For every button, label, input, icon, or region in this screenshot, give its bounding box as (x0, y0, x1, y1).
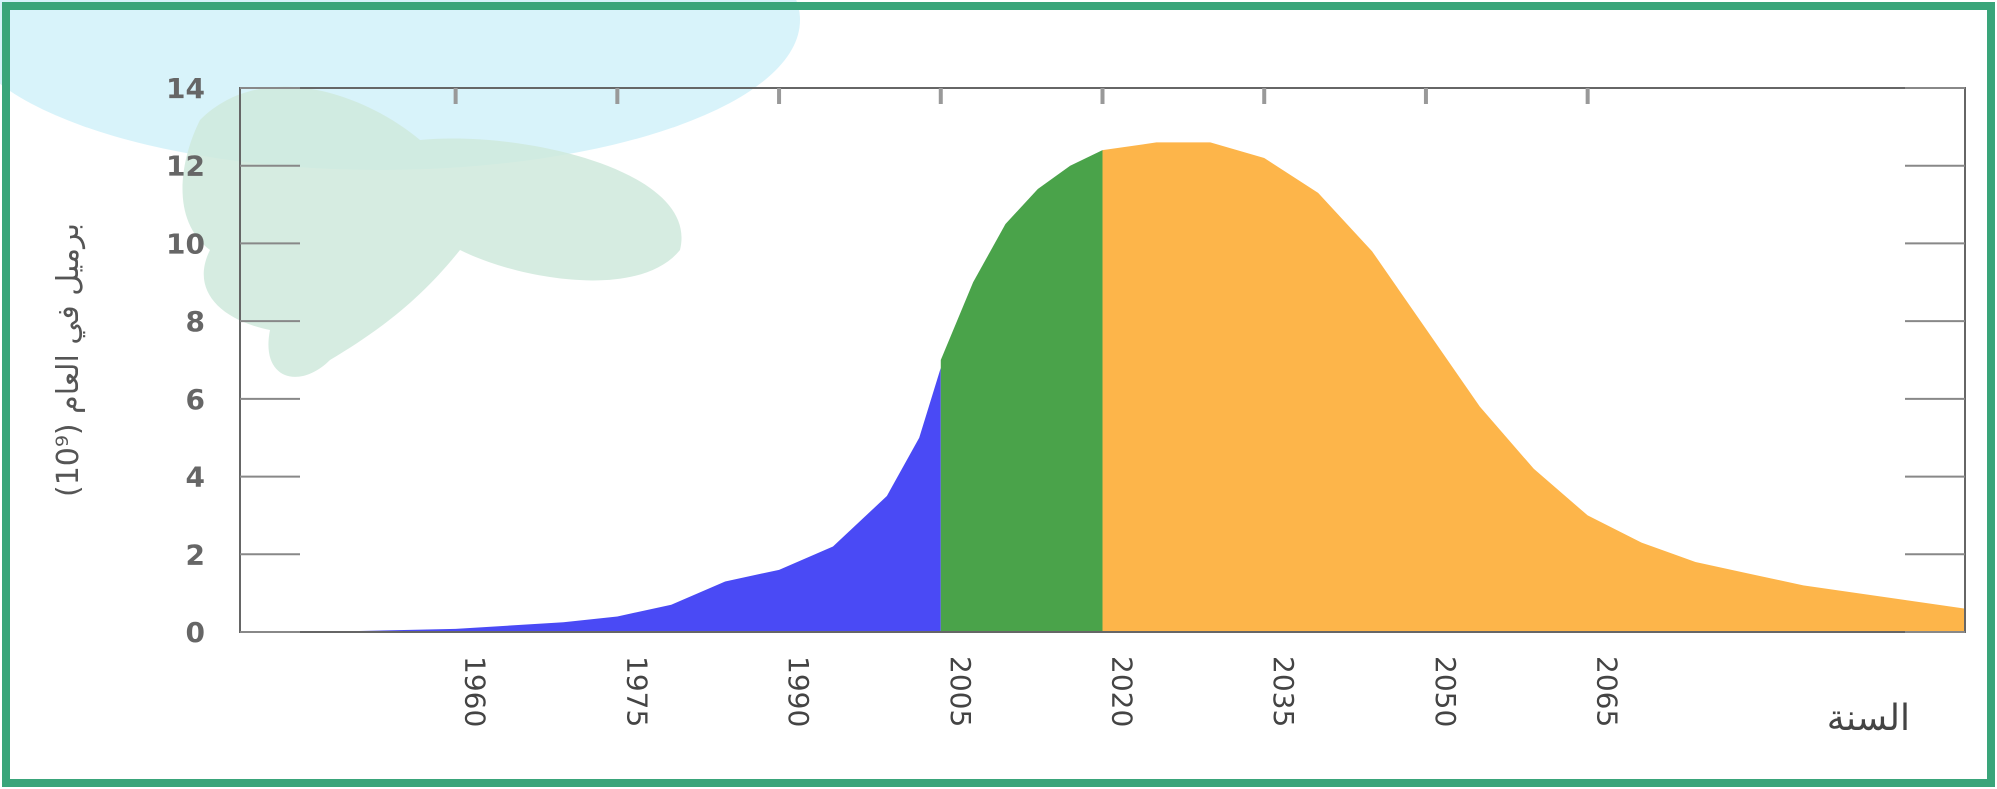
y-tick-label: 6 (186, 383, 205, 416)
decor-leaf (182, 86, 682, 377)
y-axis-label: برميل في العام (10⁹) (51, 223, 86, 497)
x-axis-label: السنة (1827, 698, 1910, 739)
x-tick-label: 2065 (1591, 656, 1624, 727)
plot-area (240, 142, 1965, 632)
x-tick-label: 1960 (459, 656, 492, 727)
x-tick-label: 2050 (1429, 656, 1462, 727)
y-tick-label: 4 (186, 461, 205, 494)
x-tick-label: 2005 (944, 656, 977, 727)
y-tick-label: 12 (166, 150, 205, 183)
x-tick-label: 1975 (620, 656, 653, 727)
y-tick-label: 14 (166, 72, 205, 105)
y-tick-label: 2 (186, 538, 205, 571)
y-tick-label: 0 (186, 616, 205, 649)
x-tick-label: 2035 (1267, 656, 1300, 727)
y-tick-label: 8 (186, 305, 205, 338)
x-tick-label: 1990 (782, 656, 815, 727)
area (940, 150, 1103, 632)
area (240, 367, 941, 632)
x-tick-label: 2020 (1106, 656, 1139, 727)
area (1102, 142, 1965, 632)
y-tick-label: 10 (166, 227, 205, 260)
